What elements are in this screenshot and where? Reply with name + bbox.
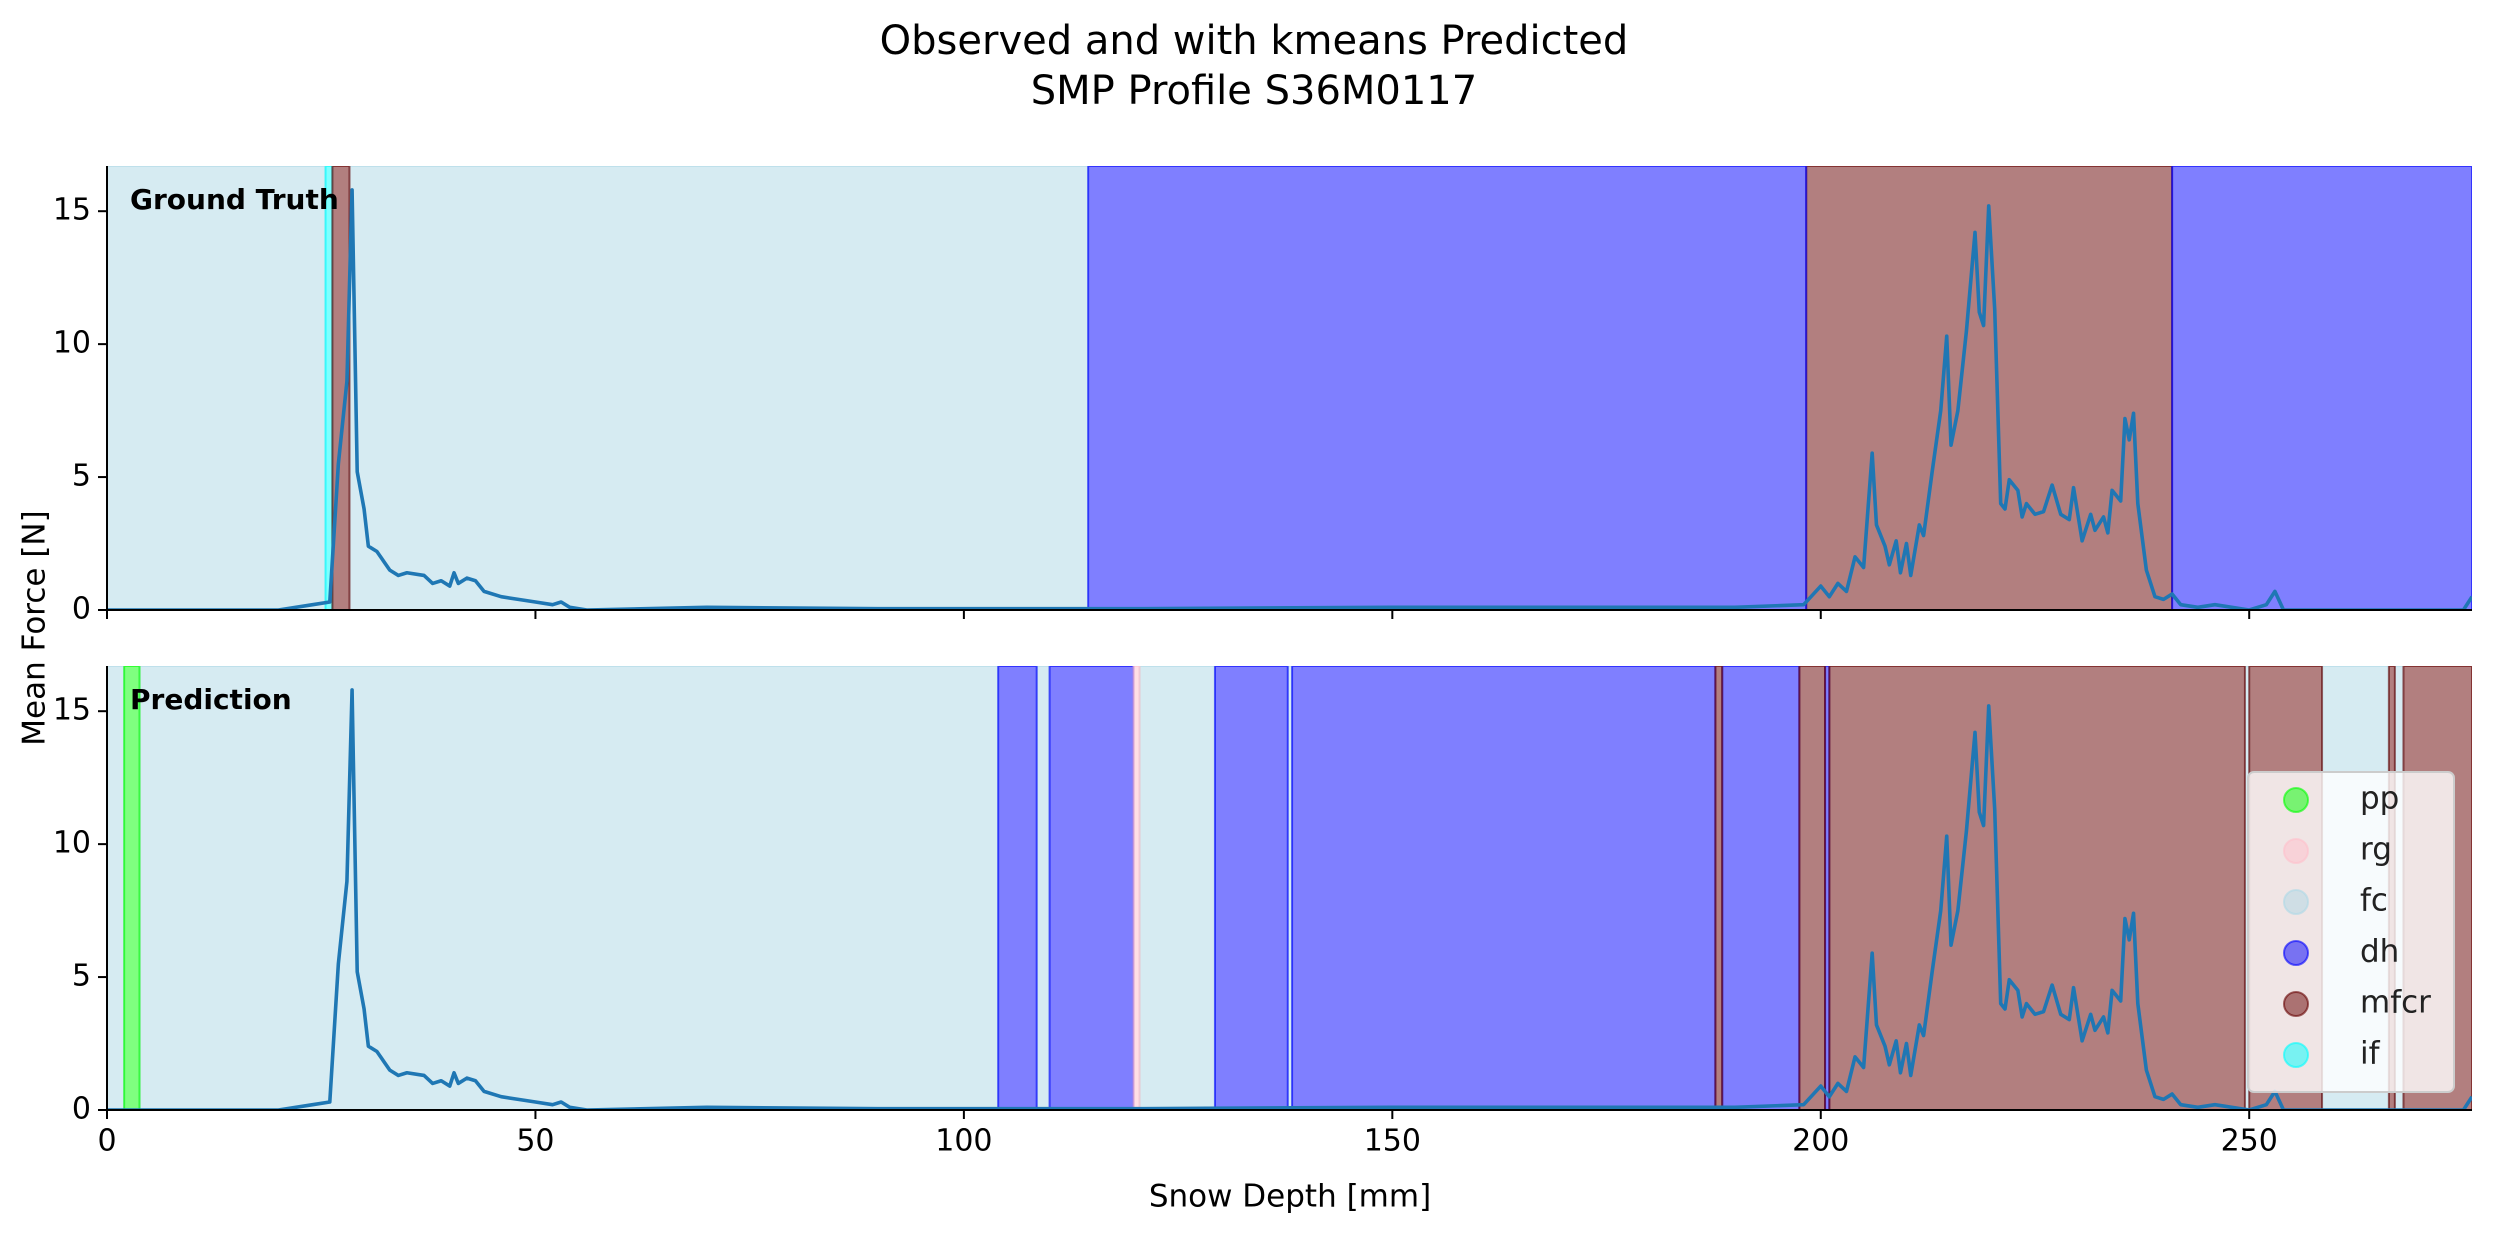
legend-marker	[2283, 787, 2309, 813]
x-tick-label: 50	[516, 1124, 554, 1159]
y-tick-label: 0	[72, 592, 91, 627]
y-tick-label: 10	[53, 826, 91, 861]
y-axis-label: Mean Force [N]	[17, 510, 53, 745]
force-line	[107, 188, 2472, 610]
class-band	[1798, 666, 1827, 1110]
class-band	[107, 666, 126, 1110]
panel-annotation: Prediction	[130, 683, 292, 716]
legend-label: mfcr	[2360, 985, 2431, 1021]
legend-label: dh	[2360, 934, 2399, 970]
class-band	[997, 666, 1038, 1110]
x-tick-label: 0	[97, 1124, 116, 1159]
force-line	[107, 688, 2472, 1110]
legend-marker	[2283, 991, 2309, 1017]
panel-annotation: Ground Truth	[130, 183, 339, 216]
class-band	[1132, 666, 1141, 1110]
class-band	[348, 166, 1090, 610]
legend-marker	[2283, 1042, 2309, 1068]
class-band	[107, 166, 327, 610]
y-tick-label: 15	[53, 193, 91, 228]
chart-title: Observed and with kmeans Predicted	[880, 18, 1629, 64]
class-band	[1048, 666, 1135, 1110]
x-tick-label: 250	[2221, 1124, 2278, 1159]
class-band	[1138, 666, 1216, 1110]
legend-label: rg	[2360, 832, 2392, 868]
panel: 0 5 10 15 Ground Truth	[53, 166, 2472, 627]
class-band	[1213, 666, 1289, 1110]
legend-marker	[2283, 838, 2309, 864]
legend-label: fc	[2360, 883, 2388, 919]
y-tick-label: 15	[53, 693, 91, 728]
class-band	[1721, 666, 1801, 1110]
class-band	[2171, 166, 2472, 610]
class-band	[324, 166, 334, 610]
x-tick-label: 200	[1792, 1124, 1849, 1159]
legend-box	[2247, 771, 2455, 1093]
y-tick-label: 10	[53, 326, 91, 361]
y-tick-label: 0	[72, 1092, 91, 1127]
x-tick-label: 150	[1364, 1124, 1421, 1159]
x-axis-label: Snow Depth [mm]	[1149, 1179, 1431, 1215]
x-tick-label: 100	[935, 1124, 992, 1159]
legend-label: pp	[2360, 781, 2399, 817]
class-band	[123, 666, 141, 1110]
class-band	[1714, 666, 1724, 1110]
class-band	[138, 666, 1000, 1110]
y-tick-label: 5	[72, 459, 91, 494]
legend-label: if	[2360, 1036, 2381, 1072]
y-tick-label: 5	[72, 959, 91, 994]
class-band	[1087, 166, 1808, 610]
class-band	[1291, 666, 1717, 1110]
chart-subtitle: SMP Profile S36M0117	[1031, 68, 1477, 114]
legend-marker	[2283, 940, 2309, 966]
class-band	[1828, 666, 2246, 1110]
legend-marker	[2283, 889, 2309, 915]
class-band	[1035, 666, 1051, 1110]
